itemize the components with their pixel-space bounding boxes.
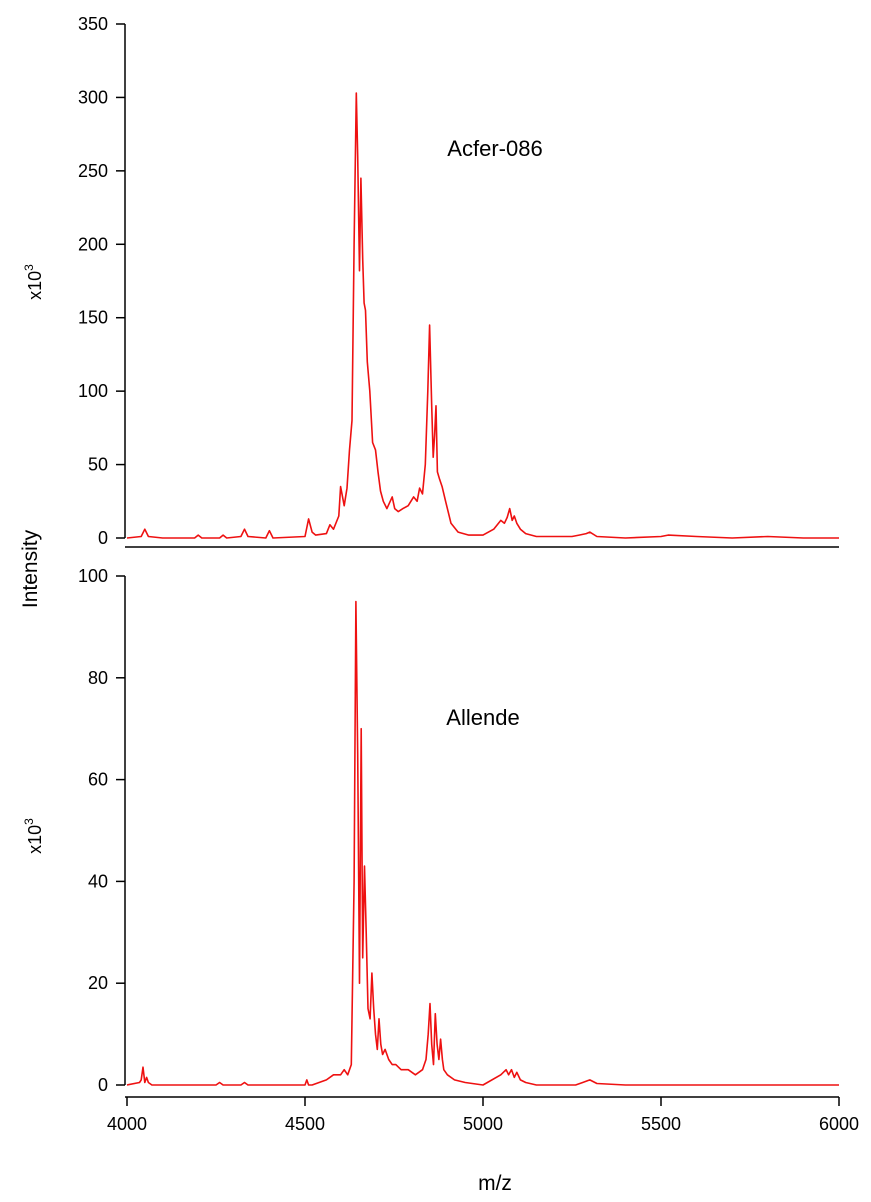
series-line-2 [126,600,839,1086]
series-line-1 [126,92,839,539]
y-tick-label: 80 [88,668,108,688]
y-axis-title: Intensity [19,529,42,608]
y-tick-label: 60 [88,770,108,790]
y-tick-label: 0 [98,1075,108,1095]
y-multiplier: x103 [22,264,45,300]
x-tick-label: 5000 [463,1114,503,1134]
x-tick-label: 6000 [819,1114,859,1134]
y-tick-label: 200 [78,234,108,254]
x-axis-title: m/z [478,1172,512,1195]
y-tick-label: 0 [98,528,108,548]
y-tick-label: 40 [88,871,108,891]
y-tick-label: 100 [78,381,108,401]
y-tick-label: 50 [88,455,108,475]
panel-label-1: Acfer-086 [447,136,542,161]
y-tick-label: 20 [88,973,108,993]
x-tick-label: 4500 [285,1114,325,1134]
y-tick-label: 250 [78,161,108,181]
y-tick-label: 300 [78,87,108,107]
y-multiplier-exponent: 3 [22,818,36,825]
y-tick-label: 350 [78,14,108,34]
y-tick-label: 100 [78,566,108,586]
panel-label-2: Allende [446,705,519,730]
y-multiplier: x103 [22,818,45,854]
x-tick-label: 4000 [107,1114,147,1134]
y-tick-label: 150 [78,308,108,328]
x-tick-label: 5500 [641,1114,681,1134]
y-multiplier-exponent: 3 [22,264,36,271]
